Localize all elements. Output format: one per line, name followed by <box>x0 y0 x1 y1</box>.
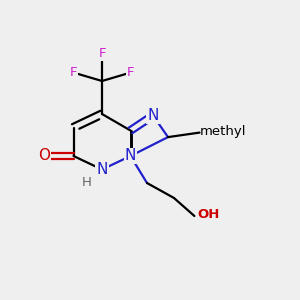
Text: methyl: methyl <box>200 124 246 138</box>
Text: F: F <box>127 66 134 79</box>
Text: OH: OH <box>197 208 220 221</box>
Text: H: H <box>82 176 92 190</box>
Text: F: F <box>98 47 106 60</box>
Text: N: N <box>96 162 108 177</box>
Text: N: N <box>147 108 159 123</box>
Text: F: F <box>70 66 77 79</box>
Text: N: N <box>125 148 136 164</box>
Text: O: O <box>38 148 50 164</box>
